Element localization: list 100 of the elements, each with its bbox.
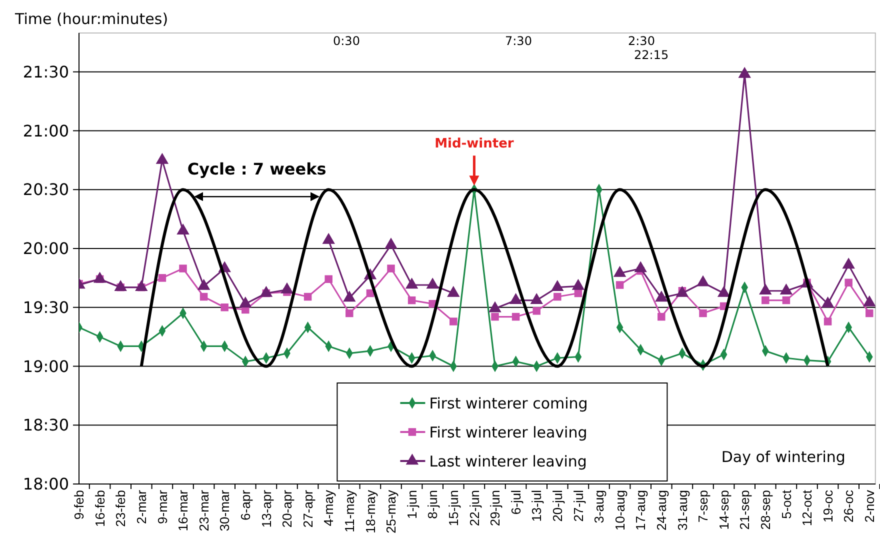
x-tick-label: 6-apr: [238, 489, 253, 520]
y-axis-title: Time (hour:minutes): [14, 10, 168, 28]
x-tick-label: 5-oct: [778, 490, 794, 519]
x-tick-label: 13-apr: [258, 489, 274, 528]
x-tick-label: 9-feb: [72, 490, 87, 520]
point: [239, 296, 252, 308]
point: [387, 264, 395, 272]
point: [93, 272, 106, 283]
x-tick-label: 20-apr: [280, 489, 295, 528]
y-tick-label: 21:00: [22, 121, 69, 140]
point: [532, 307, 540, 315]
x-tick-label: 16-feb: [92, 490, 108, 527]
x-tick-label: 21-sep: [737, 490, 752, 530]
point: [699, 309, 707, 318]
x-tick-label: 28-sep: [758, 490, 773, 530]
x-tick-label: 27-jul: [570, 490, 586, 522]
point: [408, 296, 416, 304]
x-tick-label: 14-sep: [716, 490, 732, 530]
point: [158, 274, 166, 282]
x-tick-label: 20-jul: [550, 490, 565, 522]
legend-label: First winterer leaving: [429, 423, 588, 442]
annotation: 7:30: [505, 34, 532, 48]
point: [572, 278, 585, 290]
point: [866, 309, 874, 318]
point: [509, 292, 522, 304]
x-tick-label: 29-jun: [488, 490, 503, 526]
point: [821, 296, 834, 308]
point: [156, 152, 169, 164]
x-tick-label: 23-feb: [113, 490, 128, 527]
point: [512, 312, 520, 321]
annotation: 2:30: [628, 34, 655, 48]
x-tick-label: 7-sep: [696, 490, 711, 523]
point: [447, 286, 460, 297]
x-tick-label: 4-may: [321, 490, 336, 526]
point: [346, 309, 354, 318]
y-tick-label: 19:00: [22, 356, 69, 376]
x-tick-label: 26-oc: [841, 490, 856, 523]
x-tick-label: 22-jun: [466, 490, 482, 526]
x-tick-label: 11-may: [342, 490, 357, 532]
x-tick-label: 6-jul: [508, 490, 524, 515]
point: [824, 318, 832, 326]
x-tick-label: 15-jun: [446, 490, 461, 526]
legend-label: First winterer coming: [429, 394, 588, 412]
point: [220, 303, 228, 312]
x-tick-label: 17-aug: [633, 490, 648, 530]
point: [450, 318, 458, 326]
x-tick-label: 2-nov: [862, 490, 877, 523]
point: [863, 295, 876, 306]
point: [780, 284, 793, 295]
point: [782, 296, 790, 304]
y-tick-label: 20:00: [22, 239, 69, 258]
point: [491, 312, 499, 321]
x-axis-title: Day of wintering: [721, 448, 846, 466]
x-tick-label: 31-aug: [674, 490, 690, 530]
y-tick-label: 21:30: [22, 62, 69, 82]
point: [676, 286, 689, 297]
x-tick-label: 18-may: [362, 490, 378, 534]
point: [844, 278, 852, 287]
point: [179, 264, 187, 272]
annotation: 0:30: [333, 34, 360, 48]
x-tick-label: 1-jun: [404, 490, 420, 519]
point: [176, 223, 190, 234]
point: [324, 275, 332, 283]
point: [551, 280, 564, 292]
point: [405, 278, 418, 289]
point: [655, 290, 668, 302]
y-tick-label: 18:30: [22, 416, 69, 435]
point: [304, 292, 312, 301]
y-tick-label: 18:00: [22, 474, 69, 494]
legend-label: Last winterer leaving: [429, 452, 587, 470]
point: [384, 238, 398, 249]
x-tick-label: 10-aug: [612, 490, 628, 530]
point: [696, 275, 710, 286]
point: [280, 282, 294, 294]
x-tick-label: 3-aug: [592, 490, 607, 524]
point: [200, 292, 208, 301]
x-tick-label: 9-mar: [154, 489, 170, 524]
point: [530, 292, 543, 304]
point: [762, 296, 770, 304]
point: [613, 266, 626, 277]
point: [197, 278, 210, 290]
y-tick-label: 20:30: [22, 180, 69, 200]
x-tick-label: 19-oc: [820, 490, 836, 523]
point: [135, 280, 148, 292]
point: [842, 258, 855, 269]
x-tick-label: 30-mar: [217, 489, 232, 532]
point: [738, 66, 751, 78]
annotation: Cycle : 7 weeks: [187, 160, 326, 179]
y-tick-label: 19:30: [22, 298, 69, 317]
point: [322, 232, 335, 244]
x-tick-label: 8-jun: [425, 490, 440, 519]
x-tick-label: 27-apr: [300, 489, 316, 528]
point: [759, 284, 772, 295]
point: [260, 286, 273, 297]
point: [488, 301, 502, 312]
point: [634, 261, 647, 272]
annotation: Mid-winter: [434, 136, 514, 152]
point: [717, 286, 730, 297]
annotation: 22:15: [634, 48, 669, 62]
point: [554, 292, 562, 301]
